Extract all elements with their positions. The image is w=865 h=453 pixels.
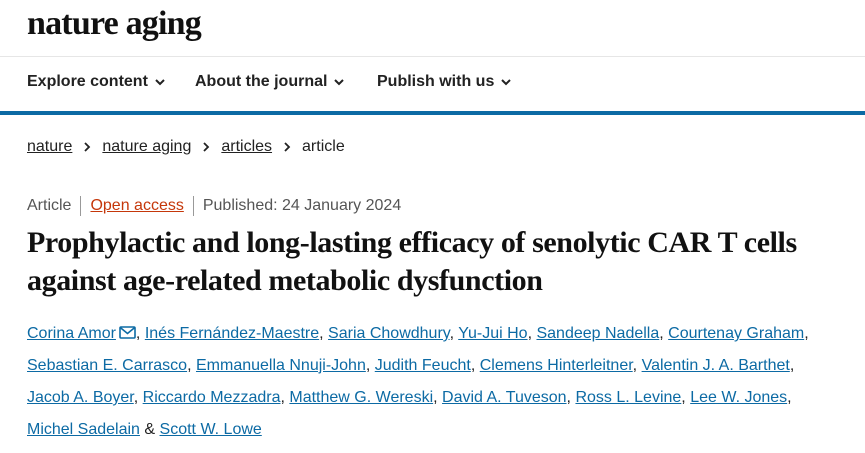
chevron-down-icon [155, 79, 165, 86]
author-link[interactable]: David A. Tuveson [442, 389, 567, 406]
author-link[interactable]: Sandeep Nadella [536, 325, 660, 342]
nav-about-journal[interactable]: About the journal [195, 73, 345, 91]
breadcrumb-nature-aging[interactable]: nature aging [102, 138, 192, 155]
open-access-link[interactable]: Open access [90, 197, 184, 214]
author-link[interactable]: Clemens Hinterleitner [479, 357, 633, 374]
author-link[interactable]: Emmanuella Nnuji-John [195, 357, 366, 374]
author-link[interactable]: Saria Chowdhury [328, 325, 450, 342]
author-separator: , [433, 389, 438, 406]
author-separator: , [566, 389, 571, 406]
breadcrumb-current: article [302, 138, 345, 155]
breadcrumb-nature[interactable]: nature [27, 138, 73, 155]
author-separator: , [789, 357, 795, 374]
author-separator: , [659, 325, 664, 342]
author-link[interactable]: Matthew G. Wereski [289, 389, 434, 406]
author-link[interactable]: Lee W. Jones [690, 389, 788, 406]
nav-item-label: Explore content [27, 73, 148, 90]
author-separator: , [135, 325, 141, 342]
author-link[interactable]: Inés Fernández-Maestre [144, 325, 320, 342]
chevron-right-icon [284, 142, 291, 152]
journal-logo[interactable]: nature aging [27, 5, 202, 42]
author-link[interactable]: Jacob A. Boyer [27, 389, 134, 406]
nav-divider [0, 111, 865, 115]
author-link[interactable]: Judith Feucht [374, 357, 471, 374]
author-link[interactable]: Ross L. Levine [575, 389, 682, 406]
breadcrumb: nature nature aging articles article [27, 138, 345, 156]
nav-explore-content[interactable]: Explore content [27, 73, 166, 91]
envelope-icon[interactable] [119, 326, 136, 339]
author-separator: , [470, 357, 476, 374]
article-type: Article [27, 197, 72, 214]
author-separator: , [133, 389, 139, 406]
author-separator: , [187, 357, 192, 374]
main-nav: Explore content About the journal Publis… [0, 57, 865, 111]
meta-divider [80, 196, 82, 216]
chevron-right-icon [84, 142, 91, 152]
chevron-down-icon [501, 79, 512, 86]
author-link[interactable]: Riccardo Mezzadra [142, 389, 281, 406]
author-list: Corina Amor, Inés Fernández-Maestre, Sar… [27, 318, 832, 446]
masthead: nature aging [0, 0, 865, 57]
chevron-right-icon [203, 142, 210, 152]
nav-publish-with-us[interactable]: Publish with us [377, 73, 512, 91]
author-separator: , [787, 389, 792, 406]
breadcrumb-articles[interactable]: articles [221, 138, 273, 155]
author-separator: , [280, 389, 285, 406]
author-link[interactable]: Michel Sadelain [27, 421, 140, 438]
author-separator: , [804, 325, 809, 342]
chevron-down-icon [334, 79, 345, 86]
meta-divider [192, 196, 194, 216]
author-ampersand: & [144, 421, 156, 438]
nav-item-label: Publish with us [377, 73, 495, 90]
author-separator: , [681, 389, 686, 406]
author-link[interactable]: Scott W. Lowe [159, 421, 262, 438]
author-link[interactable]: Sebastian E. Carrasco [27, 357, 188, 374]
author-separator: , [319, 325, 324, 342]
published-date: Published: 24 January 2024 [202, 197, 402, 214]
author-separator: , [449, 325, 455, 342]
author-separator: , [527, 325, 533, 342]
author-link[interactable]: Corina Amor [27, 325, 116, 342]
article-meta: Article Open access Published: 24 Januar… [27, 196, 401, 216]
author-separator: , [632, 357, 638, 374]
article-title: Prophylactic and long-lasting efficacy o… [27, 226, 797, 297]
author-link[interactable]: Yu-Jui Ho [458, 325, 528, 342]
author-link[interactable]: Valentin J. A. Barthet [641, 357, 790, 374]
author-separator: , [365, 357, 371, 374]
author-link[interactable]: Courtenay Graham [668, 325, 805, 342]
nav-item-label: About the journal [195, 73, 328, 90]
